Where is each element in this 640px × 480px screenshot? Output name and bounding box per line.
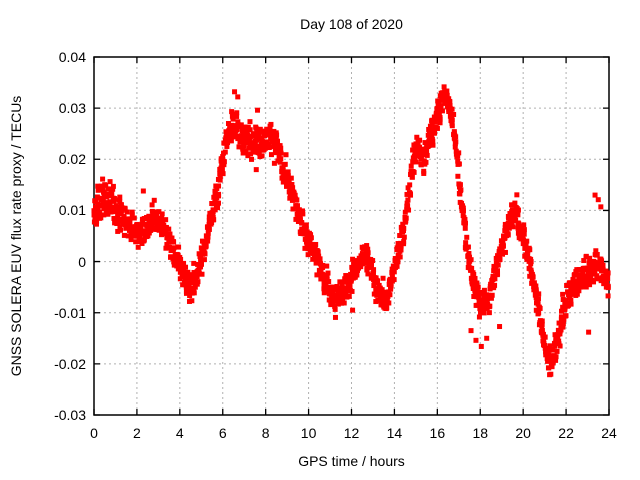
x-tick-label: 22 — [558, 425, 574, 441]
y-tick-label: 0.02 — [58, 151, 86, 168]
x-tick-label: 24 — [601, 425, 617, 441]
x-tick-label: 14 — [386, 425, 403, 441]
x-tick-label: 12 — [343, 425, 360, 441]
x-axis-label: GPS time / hours — [298, 453, 405, 469]
y-axis-label: GNSS SOLERA EUV flux rate proxy / TECUs — [8, 95, 24, 377]
x-tick-label: 2 — [133, 425, 141, 441]
x-tick-label: 16 — [429, 425, 446, 441]
x-tick-label: 6 — [218, 425, 227, 441]
x-tick-label: 4 — [175, 425, 184, 441]
x-tick-label: 10 — [300, 425, 317, 441]
y-tick-label: 0.03 — [58, 100, 86, 117]
y-tick-label: -0.01 — [54, 304, 86, 321]
y-tick-label: -0.03 — [54, 407, 86, 423]
y-tick-label: -0.02 — [54, 355, 86, 372]
x-tick-label: 18 — [472, 425, 489, 441]
x-tick-label: 20 — [515, 425, 531, 441]
x-tick-label: 8 — [261, 425, 270, 441]
y-tick-label: 0.01 — [58, 202, 86, 219]
x-tick-label: 0 — [90, 425, 98, 441]
y-tick-label: 0 — [78, 253, 86, 270]
y-tick-label: 0.04 — [58, 49, 86, 65]
chart-title: Day 108 of 2020 — [300, 16, 403, 32]
